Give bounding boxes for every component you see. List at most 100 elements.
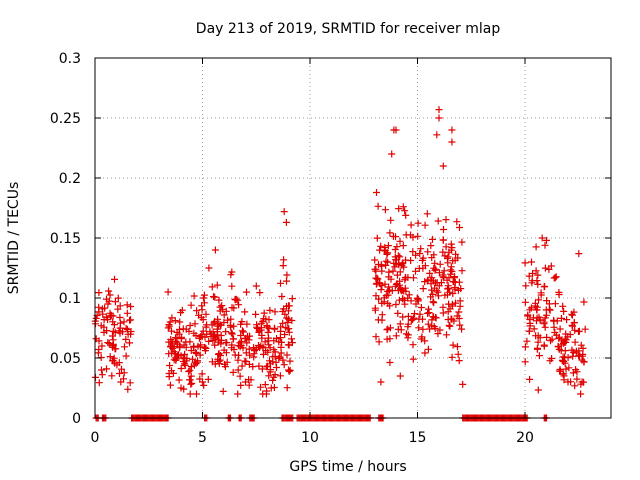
data-point xyxy=(392,126,400,134)
data-point xyxy=(185,368,193,375)
data-point xyxy=(526,319,534,327)
data-point xyxy=(210,332,218,340)
data-point xyxy=(435,106,443,114)
data-point xyxy=(458,238,466,246)
data-point xyxy=(440,226,447,233)
data-point xyxy=(176,318,184,326)
data-point xyxy=(524,311,532,319)
data-point xyxy=(278,293,286,300)
data-point xyxy=(208,358,216,366)
data-point xyxy=(540,342,548,350)
data-point xyxy=(245,381,253,389)
data-point xyxy=(117,319,124,327)
data-point xyxy=(197,341,205,349)
data-point xyxy=(234,390,242,398)
data-point xyxy=(409,355,417,363)
data-point xyxy=(217,321,225,329)
data-point xyxy=(442,243,450,251)
data-point xyxy=(404,320,412,328)
data-point xyxy=(381,206,389,214)
data-point xyxy=(440,267,448,275)
data-point xyxy=(456,224,463,231)
data-point xyxy=(270,324,278,332)
data-point xyxy=(534,271,542,279)
data-point xyxy=(395,205,403,213)
data-point xyxy=(193,390,200,398)
data-point xyxy=(250,353,258,361)
data-point xyxy=(265,316,273,324)
data-point xyxy=(409,233,417,241)
data-point xyxy=(397,326,405,334)
data-point xyxy=(375,338,383,346)
data-point xyxy=(521,343,529,351)
data-point xyxy=(116,302,124,310)
data-point xyxy=(429,290,437,298)
data-point xyxy=(581,325,589,333)
data-point xyxy=(407,221,415,229)
data-point xyxy=(386,324,394,332)
data-point xyxy=(280,208,288,216)
data-point xyxy=(265,372,273,380)
data-point xyxy=(187,301,195,309)
data-point xyxy=(386,335,394,343)
data-point xyxy=(443,331,450,339)
data-point xyxy=(421,349,429,357)
data-point xyxy=(421,221,429,229)
data-point xyxy=(551,300,559,308)
data-point xyxy=(399,203,407,211)
data-point xyxy=(454,350,462,358)
data-point xyxy=(573,368,581,376)
data-point xyxy=(257,383,264,391)
data-point xyxy=(213,328,221,336)
data-point xyxy=(419,285,427,293)
data-point xyxy=(122,335,130,343)
data-point xyxy=(236,343,244,351)
data-point xyxy=(380,247,388,254)
data-point xyxy=(277,279,284,287)
data-point xyxy=(241,308,249,316)
data-point xyxy=(571,338,579,346)
data-point xyxy=(385,283,393,291)
data-point xyxy=(528,258,535,266)
data-point xyxy=(229,368,237,376)
data-point xyxy=(556,367,564,375)
x-tick-label: 0 xyxy=(91,430,100,446)
data-point xyxy=(211,246,219,254)
data-point xyxy=(373,234,381,242)
data-point xyxy=(389,267,397,275)
data-point xyxy=(251,347,258,355)
data-point xyxy=(238,327,246,335)
data-point xyxy=(263,387,271,395)
data-point xyxy=(245,360,253,368)
data-point xyxy=(541,323,549,331)
data-point xyxy=(228,330,236,338)
data-point xyxy=(384,287,392,295)
data-point xyxy=(189,355,197,363)
data-point xyxy=(436,326,444,334)
data-point xyxy=(407,257,415,264)
x-axis-label: GPS time / hours xyxy=(289,459,406,475)
data-point xyxy=(388,150,396,158)
data-point xyxy=(253,325,261,332)
data-point xyxy=(435,114,443,122)
data-point xyxy=(419,325,427,333)
data-point xyxy=(200,381,208,389)
data-point xyxy=(534,386,542,394)
data-point xyxy=(216,356,224,364)
data-point xyxy=(215,360,223,368)
data-point xyxy=(168,349,176,357)
data-point xyxy=(243,288,250,296)
data-point xyxy=(453,312,461,320)
data-point xyxy=(237,332,245,339)
data-point xyxy=(449,257,457,265)
data-point xyxy=(430,299,438,307)
data-point xyxy=(561,359,569,367)
data-point xyxy=(555,291,563,298)
data-point xyxy=(456,321,464,329)
data-point xyxy=(187,347,195,354)
data-point xyxy=(382,292,390,300)
data-point xyxy=(192,350,200,357)
data-point xyxy=(108,372,116,380)
data-point xyxy=(425,305,432,313)
data-point xyxy=(404,274,412,281)
